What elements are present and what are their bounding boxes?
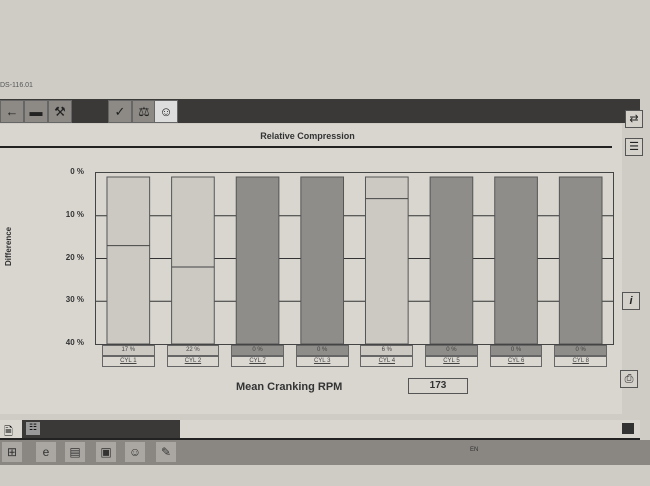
value-label: 0 %	[295, 345, 349, 356]
module-tab[interactable]: ☷	[22, 420, 180, 438]
category-label[interactable]: CYL 7	[231, 356, 284, 367]
y-tick-label: 30 %	[65, 295, 84, 305]
print-icon[interactable]: ⎙	[620, 370, 638, 388]
category-label[interactable]: CYL 2	[166, 356, 220, 367]
page-title: Relative Compression	[260, 131, 355, 141]
value-label: 0 %	[231, 345, 284, 356]
bottom-bar: 🗎 ☷	[0, 420, 640, 440]
notes-icon[interactable]: ✎	[156, 442, 176, 462]
plot-area	[95, 172, 614, 345]
y-tick-label: 40 %	[65, 338, 84, 347]
list-icon[interactable]: ☰	[625, 138, 643, 156]
value-label: 22 %	[166, 345, 220, 356]
mean-rpm-value: 173	[408, 378, 468, 394]
mechanic-icon[interactable]: ☺	[154, 100, 178, 123]
tools-icon[interactable]: ⚒	[48, 100, 72, 123]
bar-cyl-2	[171, 176, 215, 345]
toolbar: ← ▬ ⚒ ✓ ⚖ ☺	[0, 99, 640, 123]
bar-cyl-4	[364, 176, 409, 345]
category-label[interactable]: CYL 5	[425, 356, 478, 367]
checkmark-icon[interactable]: ✓	[108, 100, 132, 123]
grid-icon: ☷	[26, 422, 40, 435]
window-icon[interactable]: ▣	[96, 442, 116, 462]
category-label[interactable]: CYL 4	[360, 356, 414, 367]
y-tick-label: 0 %	[70, 167, 84, 176]
exit-icon[interactable]	[622, 423, 634, 434]
start-icon[interactable]: ⊞	[2, 442, 22, 462]
document-icon[interactable]: 🗎	[4, 426, 13, 438]
taskbar: ⊞ e ▤ ▣ ☺ ✎ EN	[0, 440, 650, 465]
value-label: 6 %	[360, 345, 414, 356]
bar-cyl-3	[300, 176, 345, 345]
browser-icon[interactable]: e	[36, 442, 56, 462]
value-label: 0 %	[554, 345, 607, 356]
scale-icon[interactable]: ⚖	[132, 100, 156, 123]
value-label: 0 %	[489, 345, 543, 356]
category-label[interactable]: CYL 8	[554, 356, 607, 367]
bar-cyl-1	[106, 176, 151, 345]
category-label[interactable]: CYL 3	[295, 356, 349, 367]
y-axis-label: Difference	[4, 226, 13, 266]
language-indicator[interactable]: EN	[470, 447, 479, 453]
back-arrow-icon[interactable]: ←	[0, 100, 24, 123]
car-icon[interactable]: ▬	[24, 100, 48, 123]
bar-cyl-5	[429, 176, 474, 345]
mean-rpm-label: Mean Cranking RPM	[236, 381, 343, 393]
bar-chart	[96, 176, 613, 345]
y-tick-label: 10 %	[65, 209, 84, 219]
diagnostic-app-icon[interactable]: ☺	[125, 442, 145, 462]
info-icon[interactable]: i	[622, 292, 640, 310]
bar-cyl-8	[558, 176, 603, 345]
y-tick-label: 20 %	[65, 252, 84, 262]
value-label: 17 %	[101, 345, 155, 356]
bar-cyl-7	[235, 176, 280, 345]
connect-icon[interactable]: ⇄	[625, 110, 643, 128]
category-label[interactable]: CYL 1	[101, 356, 155, 367]
value-label: 0 %	[425, 345, 478, 356]
window-title: DS-116.01	[0, 82, 33, 89]
bar-cyl-6	[494, 176, 538, 345]
folder-icon[interactable]: ▤	[65, 442, 85, 462]
category-label[interactable]: CYL 6	[489, 356, 543, 367]
divider	[0, 146, 612, 148]
